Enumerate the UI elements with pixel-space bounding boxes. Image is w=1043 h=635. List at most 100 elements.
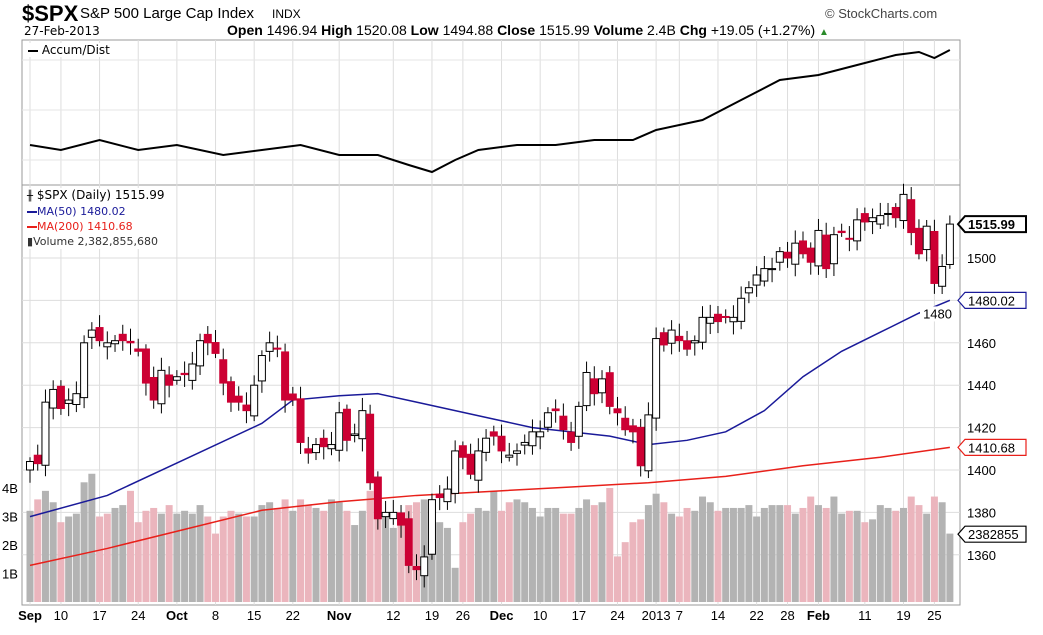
candle-body [683,340,692,350]
candle-body [729,316,738,323]
candle-body [366,413,375,484]
volume-tick-label: 3B [2,510,18,525]
high-label: High [321,22,353,38]
ma50-legend: MA(50) 1480.02 [37,205,126,218]
ma50-price-tag: 1480.02 [957,291,1027,309]
candle-body [118,333,127,342]
ma50-price-tag-text: 1480.02 [968,293,1015,308]
x-tick-label: 17 [92,608,106,623]
x-tick-label: 12 [386,608,400,623]
volume-bar [791,513,799,602]
security-name: S&P 500 Large Cap Index [80,5,255,22]
candle-body [265,342,274,352]
candle-body [543,412,552,428]
low-label: Low [410,22,439,38]
volume-bar [451,567,459,602]
candle-body [397,512,406,526]
ma200-line [29,446,950,567]
volume-bar [413,502,420,602]
volume-bar [668,513,676,602]
candle-body [868,217,877,223]
y-tick-label: 1460 [967,336,996,351]
volume-bar [729,507,737,602]
candle-body [644,414,653,472]
volume-bar [490,490,498,602]
candle-body [350,433,359,437]
candle-icon: ╫ [27,191,34,202]
candle-body [899,193,908,222]
candle-body [574,405,583,437]
volume-bar [822,507,830,602]
candle-body [64,399,73,404]
candle-body [628,425,637,433]
candle-body [234,395,243,403]
ma200-price-tag-text: 1410.68 [968,440,1015,455]
y-tick-label: 1500 [967,251,996,266]
x-tick-label: 7 [676,608,683,623]
volume-bar [606,488,614,602]
volume-bar [258,505,266,602]
volume-bar [103,513,111,602]
candle-body [358,410,367,440]
volume-bar [536,516,544,602]
candle-body [567,431,576,443]
volume-bar [173,513,181,602]
volume-bar [389,527,397,602]
y-tick-label: 1420 [967,421,996,436]
volume-bar [119,505,127,602]
candle-body [474,450,483,481]
candle-body [876,215,885,225]
candle-body [257,355,266,382]
x-tick-label: 28 [780,608,794,623]
ad-legend: Accum/Dist [28,43,110,57]
volume-bar [204,516,212,602]
up-arrow-icon: ▲ [819,27,829,38]
volume-bar [281,499,289,602]
candle-body [860,213,869,223]
volume-bar [482,510,490,602]
volume-bar [814,505,822,602]
x-tick-label: 2013 [642,608,671,623]
volume-tag-text: 2382855 [968,527,1019,542]
volume-bar [637,519,645,602]
volume-bar [250,516,258,602]
candle-body [636,426,645,467]
candle-body [250,384,259,417]
ma50-line [29,299,951,518]
volume-bar [219,516,227,602]
volume-bar [397,513,405,602]
volume-bar [443,527,451,602]
candle-body [103,342,112,348]
ma50-price-tag-box [957,291,1027,309]
candle-body [26,461,34,471]
candle-body [613,408,622,414]
candle-body [706,316,715,324]
x-tick-label: 17 [572,608,586,623]
volume-bar [652,493,660,602]
volume-bar [845,510,853,602]
volume-bar [212,533,220,602]
copyright: © StockCharts.com [825,6,938,21]
volume-tag: 2382855 [957,525,1027,543]
volume-bar [41,490,49,602]
candle-body [497,435,506,452]
volume-bar [559,513,567,602]
price-legend-label: $SPX (Daily) 1515.99 [36,188,165,202]
volume-bar [235,513,243,602]
volume-bar [869,519,877,602]
volume-bar [505,502,513,602]
candle-body [41,401,50,466]
candle-body [33,454,42,465]
candle-body [157,369,166,405]
x-tick-label: Oct [166,608,188,623]
x-tick-label: 15 [247,608,261,623]
volume-bar [498,510,506,602]
volume-bar [289,510,297,602]
volume-bar [830,496,838,602]
volume-bar [737,507,745,602]
ma200-legend: MA(200) 1410.68 [37,220,133,233]
volume-bar [266,502,274,602]
candle-body [884,212,893,215]
